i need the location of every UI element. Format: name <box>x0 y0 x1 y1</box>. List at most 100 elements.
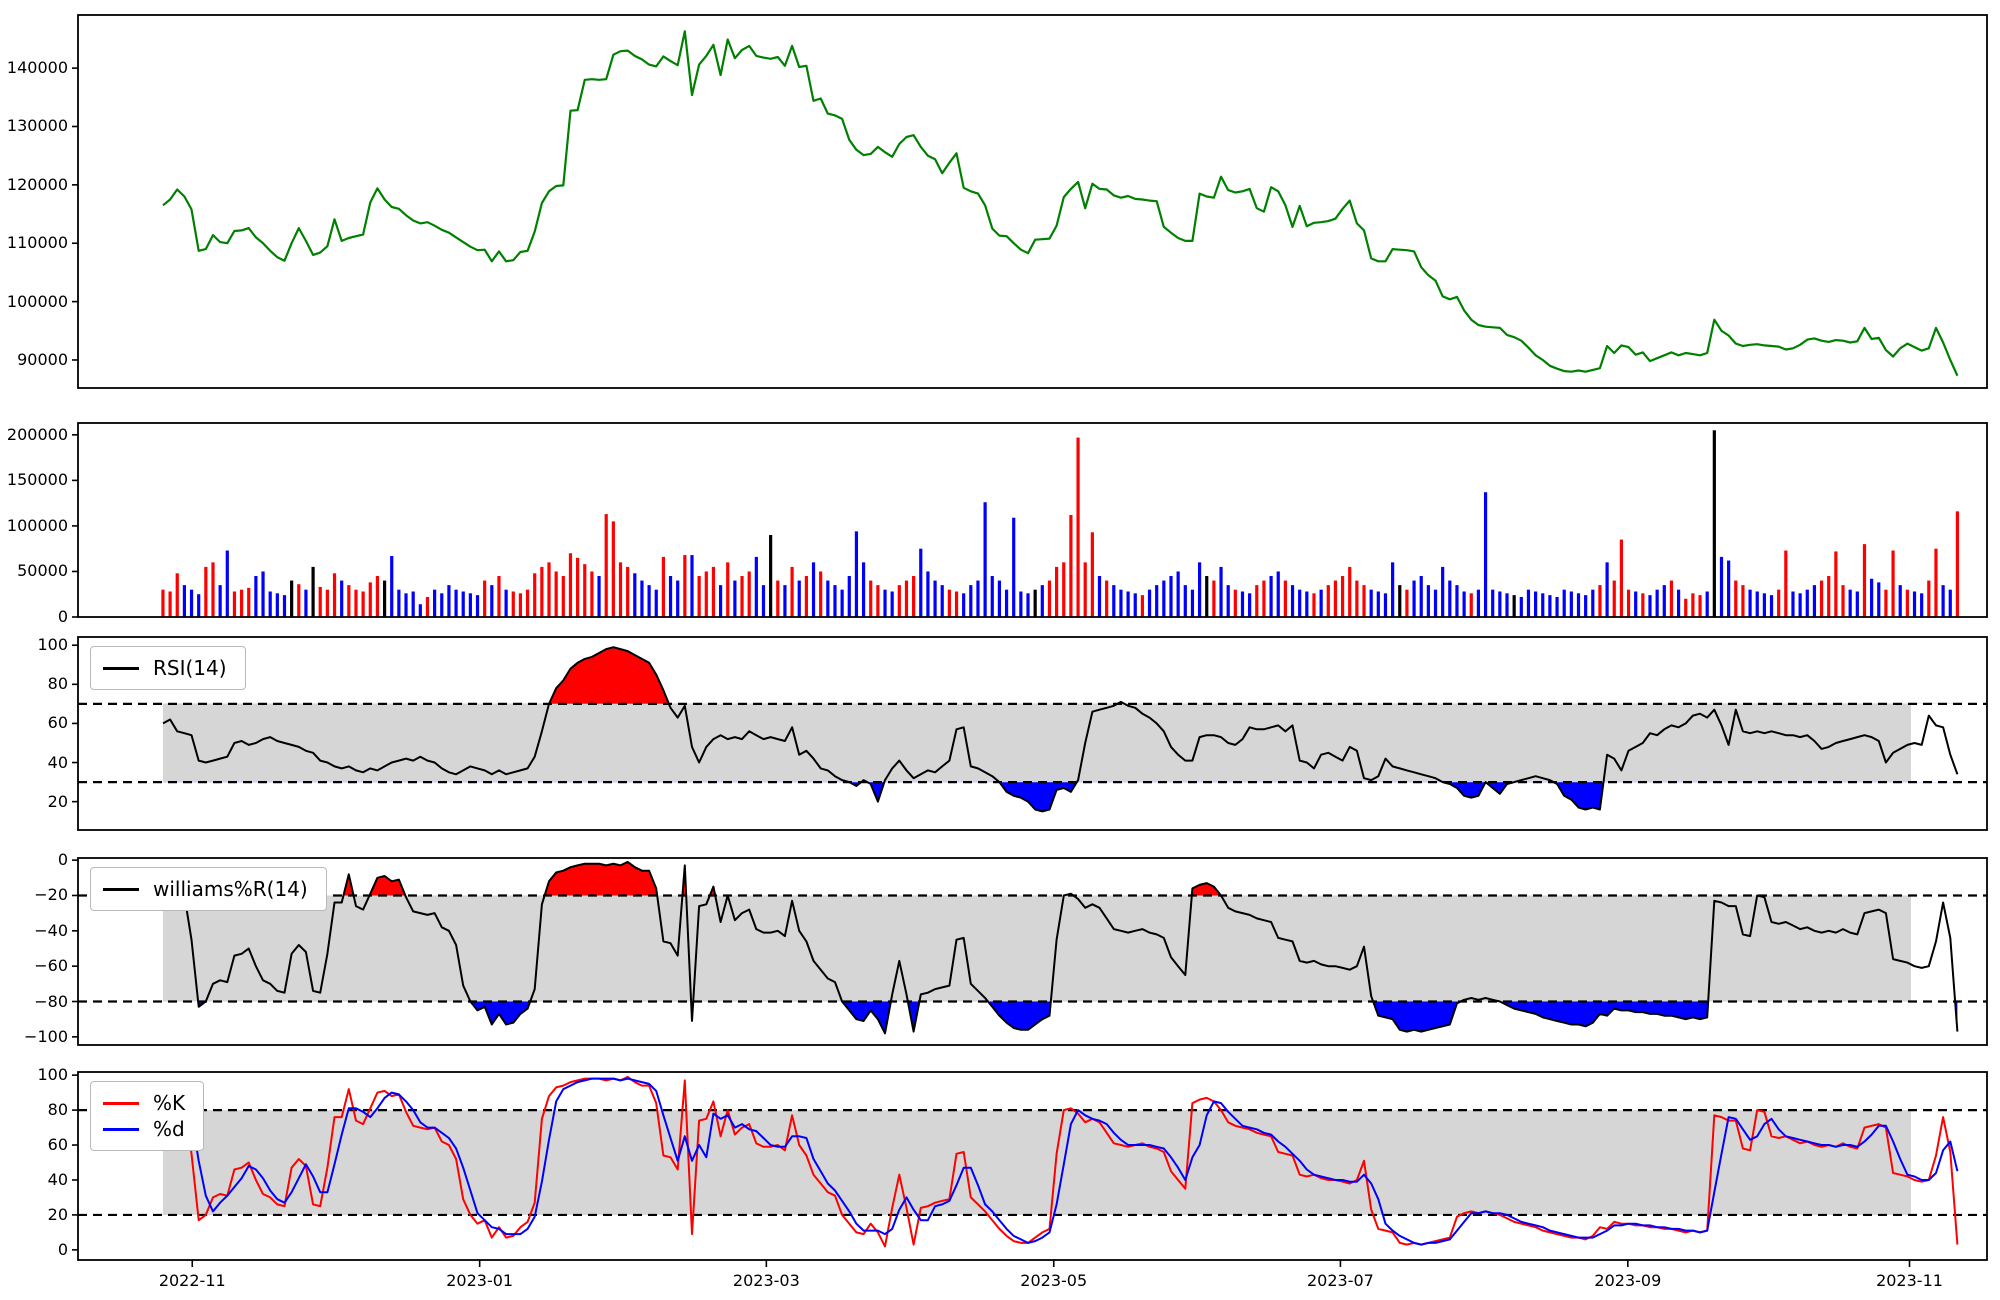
volume-bar <box>554 571 558 617</box>
volume-bar <box>382 580 387 617</box>
volume-bar <box>747 571 751 617</box>
volume-bar <box>1190 589 1195 617</box>
volume-bar <box>1648 595 1652 617</box>
volume-bar <box>1355 580 1359 617</box>
williams-legend: williams%R(14) <box>90 867 327 911</box>
volume-bar <box>1326 585 1330 617</box>
volume-bar <box>997 580 1002 617</box>
volume-bar <box>912 576 916 617</box>
volume-bar <box>711 566 716 617</box>
volume-bar <box>1927 580 1931 617</box>
volume-bar <box>1412 580 1416 617</box>
volume-bar <box>1348 566 1352 617</box>
price-border <box>77 14 1988 389</box>
volume-bar <box>1483 492 1488 617</box>
volume-bar <box>690 555 694 617</box>
volume-bar <box>1684 598 1688 617</box>
rsi-legend: RSI(14) <box>90 646 246 690</box>
volume-bar <box>1319 589 1323 617</box>
volume-bar <box>1212 580 1216 617</box>
volume-bar <box>1834 551 1838 617</box>
volume-bar <box>1340 576 1345 617</box>
volume-ytick-label: 150000 <box>6 470 68 490</box>
volume-bar <box>1848 589 1852 617</box>
volume-bar <box>468 593 472 617</box>
volume-bar <box>1183 585 1187 617</box>
volume-bar <box>418 604 422 617</box>
volume-bar <box>282 595 287 617</box>
volume-ytick-label: 50000 <box>17 561 68 581</box>
volume-bar <box>275 593 279 617</box>
williams_r-ytick-label: −20 <box>34 885 68 905</box>
volume-bar <box>626 566 630 617</box>
volume-bar <box>1176 571 1180 617</box>
price-ytick-label: 130000 <box>6 116 68 136</box>
volume-bar <box>1634 591 1638 617</box>
volume-bar <box>547 562 551 617</box>
volume-bar <box>411 591 415 617</box>
volume-bar <box>261 571 265 617</box>
volume-bar <box>1769 595 1774 617</box>
percent-k-legend-label: %K <box>153 1091 186 1115</box>
volume-bar <box>1047 580 1052 617</box>
rsi-series-RSI(14) <box>162 646 1959 813</box>
volume-bar <box>1026 593 1030 617</box>
volume-bar <box>1691 593 1695 617</box>
volume-bar <box>740 576 744 617</box>
volume-bar <box>769 535 773 617</box>
volume-bar <box>1784 550 1788 617</box>
rsi-ytick-label: 20 <box>47 791 68 811</box>
volume-bar <box>1162 580 1166 617</box>
volume-bar <box>454 589 458 617</box>
volume-bar <box>497 576 501 617</box>
volume-bar <box>161 589 165 617</box>
volume-bar <box>861 562 866 617</box>
stochastic-legend: %K %d <box>90 1081 205 1151</box>
volume-bar <box>211 562 215 617</box>
volume-bar <box>504 589 508 617</box>
volume-bar <box>1741 585 1745 617</box>
volume-bar <box>833 585 837 617</box>
williams_r-ytick-label: 0 <box>57 850 68 870</box>
volume-bar <box>1870 578 1874 617</box>
williams_r-ytick-label: −80 <box>34 991 68 1011</box>
volume-bar <box>568 553 573 617</box>
volume-bar <box>1934 548 1938 617</box>
rsi-border <box>77 636 1988 831</box>
volume-bar <box>990 576 994 617</box>
volume-bar <box>1419 576 1423 617</box>
volume-bar <box>1712 430 1716 617</box>
volume-bar <box>440 593 444 617</box>
volume-bar <box>1855 591 1859 617</box>
stochastic-series-%d <box>162 1077 1959 1246</box>
volume-bar <box>1891 550 1895 617</box>
volume-bar <box>819 571 823 617</box>
volume-bar <box>1727 560 1731 617</box>
volume-bar <box>1333 580 1338 617</box>
volume-bar <box>647 585 651 617</box>
volume-bar <box>683 555 687 617</box>
volume-bar <box>332 573 337 617</box>
volume-bar <box>1226 585 1230 617</box>
volume-bar <box>1155 585 1159 617</box>
volume-ytick-label: 200000 <box>6 424 68 444</box>
x-tick-label: 2023-03 <box>732 1271 800 1290</box>
volume-bar <box>1083 562 1087 617</box>
volume-bar <box>1240 591 1245 617</box>
volume-bar <box>1255 585 1259 617</box>
volume-panel <box>78 423 1987 617</box>
volume-bar <box>1941 585 1945 617</box>
volume-bar <box>1491 589 1495 617</box>
volume-bar <box>1369 589 1373 617</box>
volume-bar <box>290 580 294 617</box>
volume-bar <box>976 580 980 617</box>
stochastic-ytick-label: 60 <box>47 1135 68 1155</box>
volume-bar <box>1827 576 1831 617</box>
rsi-line-swatch <box>103 666 139 670</box>
stochastic-ytick-label: 80 <box>47 1100 68 1120</box>
volume-bar <box>1819 580 1824 617</box>
williams_r-ytick-label: −40 <box>34 920 68 940</box>
volume-bar <box>1298 589 1302 617</box>
